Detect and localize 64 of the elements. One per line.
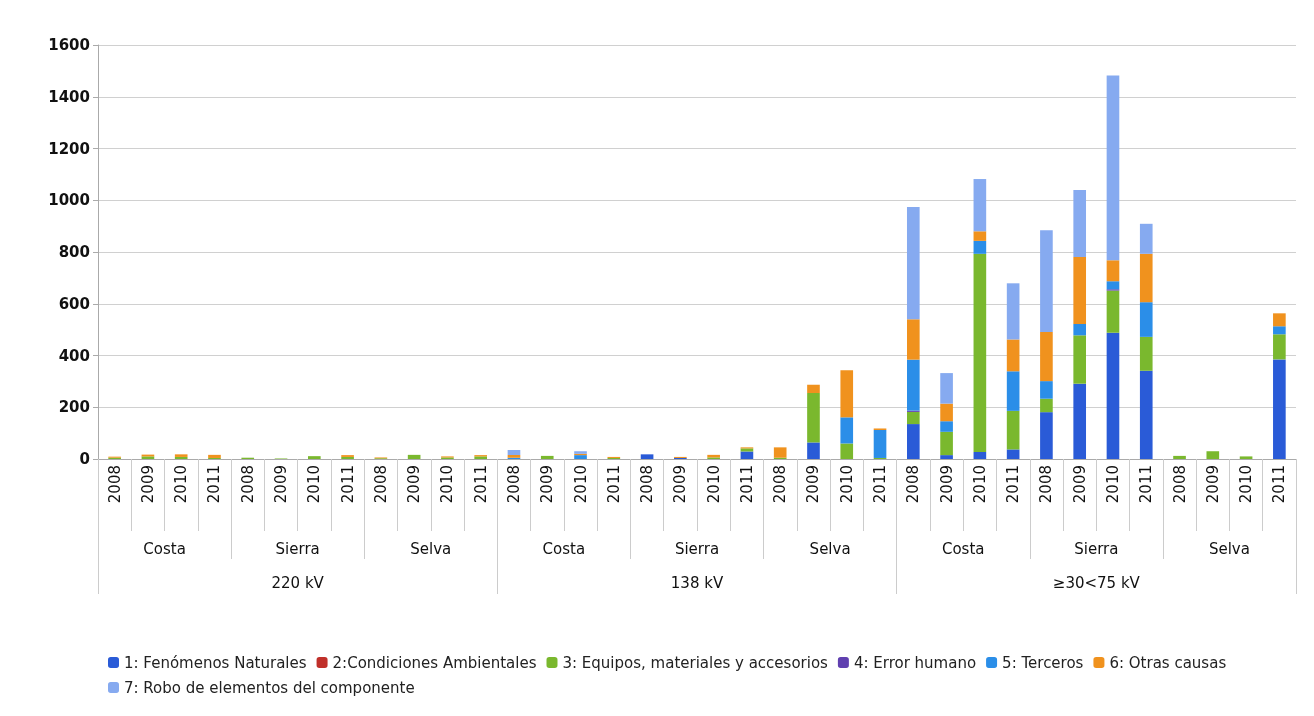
text: Costa [143,539,186,558]
text: 138 kV [670,573,724,592]
x-tick-label: 2011 [1137,465,1156,504]
text: Selva [410,539,452,558]
x-tick-label: 2010 [837,465,856,504]
x-tick-label: 2010 [172,465,191,504]
x-tick-label: 2011 [737,465,756,504]
text: Selva [809,539,851,558]
x-tick-label: 2008 [771,465,790,504]
text: Costa [542,539,586,558]
y-tick-label: 400 [58,346,90,365]
y-tick-label: 200 [58,398,90,417]
x-tick-label: 2011 [205,465,224,504]
x-tick-label: 2009 [272,465,291,504]
y-tick-label: 1400 [48,87,90,106]
x-tick-label: 2008 [238,465,257,504]
legend-label: 3: Equipos, materiales y accesorios [562,653,829,672]
x-tick-label: 2011 [471,465,490,504]
x-tick-label: 2009 [138,465,157,504]
x-tick-label: 2011 [1270,465,1289,504]
x-tick-label: 2008 [904,465,923,504]
x-tick-label: 2010 [1103,465,1122,504]
text: Selva [1208,539,1250,558]
x-tick-label: 2010 [704,465,723,504]
text: Sierra [1074,539,1119,558]
x-tick-label: 2009 [671,465,690,504]
y-tick-label: 1000 [48,191,90,210]
legend-label: 5: Terceros [1002,653,1084,672]
x-tick-label: 2008 [638,465,657,504]
x-tick-label: 2010 [305,465,324,504]
text: Sierra [674,539,720,558]
x-tick-label: 2010 [1237,465,1256,504]
x-tick-label: 2010 [571,465,590,504]
legend-label: 1: Fenómenos Naturales [124,653,307,672]
text: Sierra [275,539,320,558]
x-tick-label: 2009 [804,465,823,504]
text: 220 kV [271,573,325,592]
text: Costa [941,539,985,558]
legend-label: 7: Robo de elementos del componente [124,678,415,697]
y-tick-label: 600 [58,294,90,313]
x-tick-label: 2009 [937,465,956,504]
y-tick-label: 1600 [48,36,90,54]
x-tick-label: 2009 [1070,465,1089,504]
y-tick-label: 1200 [48,139,90,158]
x-tick-label: 2008 [504,465,523,504]
x-tick-label: 2011 [871,465,890,504]
y-tick-label: 800 [58,243,90,261]
text: ≥30<75 kV [1052,573,1141,592]
x-tick-label: 2008 [1037,465,1056,504]
x-tick-label: 2010 [438,465,457,504]
x-tick-label: 2008 [1170,465,1189,504]
x-tick-label: 2009 [1203,465,1222,504]
legend-label: 6: Otras causas [1109,653,1227,672]
x-tick-label: 2009 [405,465,424,504]
y-tick-label: 0 [79,450,90,468]
legend-label: 2:Condiciones Ambientales [332,653,537,672]
x-tick-label: 2009 [538,465,557,504]
x-tick-label: 2008 [371,465,390,504]
x-tick-label: 2008 [105,465,124,504]
x-tick-label: 2010 [970,465,989,504]
x-tick-label: 2011 [604,465,623,504]
x-tick-label: 2011 [1004,465,1023,504]
legend-label: 4: Error humano [853,653,977,672]
x-tick-label: 2011 [338,465,357,504]
